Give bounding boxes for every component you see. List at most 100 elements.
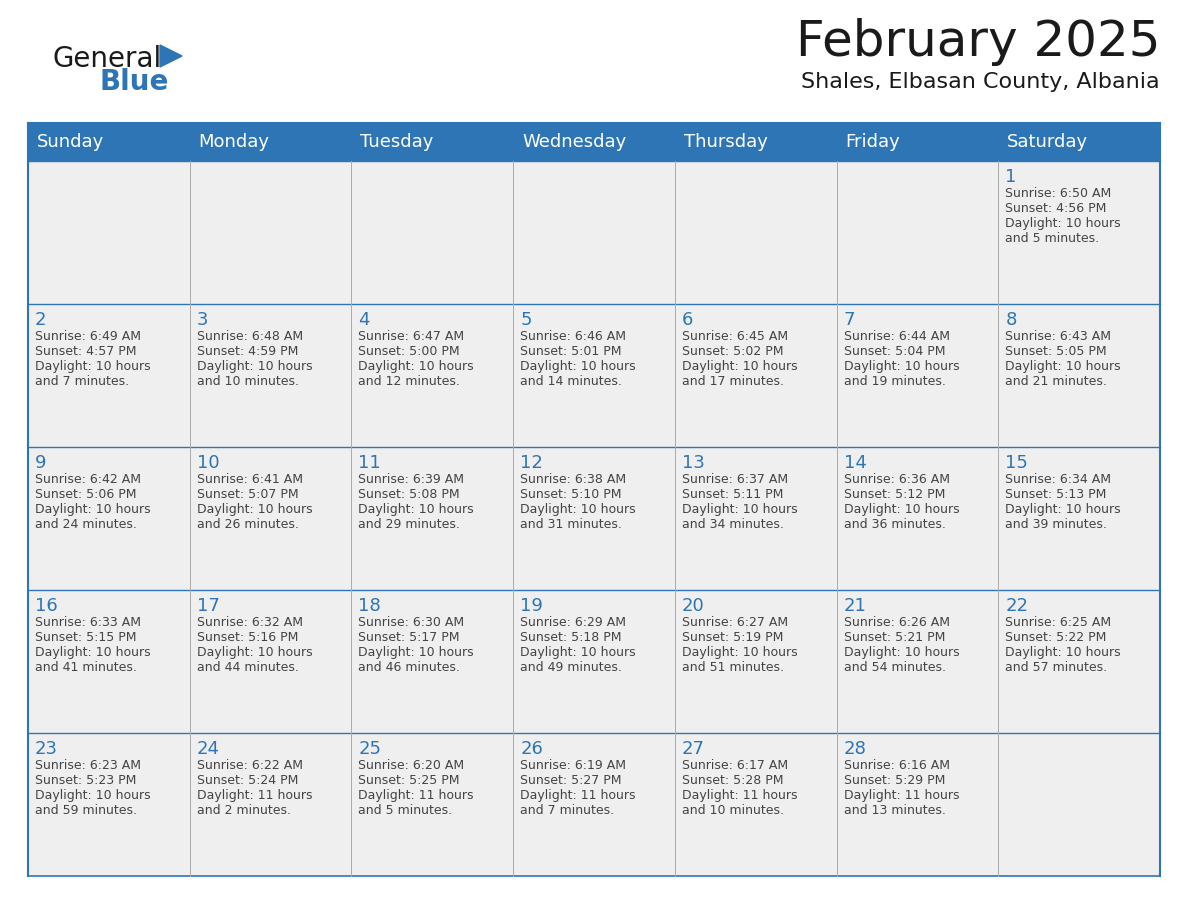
Bar [513,447,675,590]
Bar [675,733,836,876]
Text: Sunrise: 6:41 AM: Sunrise: 6:41 AM [197,473,303,486]
Text: Sunset: 5:07 PM: Sunset: 5:07 PM [197,488,298,501]
Text: Sunset: 5:19 PM: Sunset: 5:19 PM [682,631,783,644]
Text: 20: 20 [682,597,704,615]
Text: Sunset: 5:04 PM: Sunset: 5:04 PM [843,345,946,358]
Bar [29,733,190,876]
Text: and 49 minutes.: and 49 minutes. [520,661,623,674]
Text: and 2 minutes.: and 2 minutes. [197,804,291,817]
Text: and 7 minutes.: and 7 minutes. [34,375,129,388]
Text: Sunrise: 6:30 AM: Sunrise: 6:30 AM [359,616,465,629]
Text: Sunset: 5:21 PM: Sunset: 5:21 PM [843,631,944,644]
Text: Sunrise: 6:17 AM: Sunrise: 6:17 AM [682,759,788,772]
Text: 12: 12 [520,454,543,472]
Text: Sunset: 4:59 PM: Sunset: 4:59 PM [197,345,298,358]
Text: Shales, Elbasan County, Albania: Shales, Elbasan County, Albania [802,72,1159,92]
Bar [998,304,1159,447]
Text: and 5 minutes.: and 5 minutes. [1005,232,1099,245]
Bar [352,161,513,304]
Bar [29,123,1159,161]
Bar [513,161,675,304]
Text: Sunset: 5:27 PM: Sunset: 5:27 PM [520,774,621,787]
Text: and 26 minutes.: and 26 minutes. [197,518,298,531]
Text: Daylight: 10 hours: Daylight: 10 hours [34,646,151,659]
Text: Daylight: 10 hours: Daylight: 10 hours [1005,360,1121,373]
Bar [190,590,352,733]
Bar [190,447,352,590]
Text: 1: 1 [1005,168,1017,186]
Text: Daylight: 10 hours: Daylight: 10 hours [1005,503,1121,516]
Text: Sunset: 5:01 PM: Sunset: 5:01 PM [520,345,621,358]
Text: Sunset: 5:12 PM: Sunset: 5:12 PM [843,488,944,501]
Bar [675,590,836,733]
Text: Sunset: 5:08 PM: Sunset: 5:08 PM [359,488,460,501]
Text: Sunrise: 6:23 AM: Sunrise: 6:23 AM [34,759,141,772]
Bar [29,161,190,304]
Text: Sunrise: 6:20 AM: Sunrise: 6:20 AM [359,759,465,772]
Text: Daylight: 11 hours: Daylight: 11 hours [682,789,797,802]
Text: and 5 minutes.: and 5 minutes. [359,804,453,817]
Text: and 21 minutes.: and 21 minutes. [1005,375,1107,388]
Text: Wednesday: Wednesday [523,133,626,151]
Bar [998,733,1159,876]
Text: Daylight: 11 hours: Daylight: 11 hours [520,789,636,802]
Text: Sunrise: 6:19 AM: Sunrise: 6:19 AM [520,759,626,772]
Text: Sunset: 5:10 PM: Sunset: 5:10 PM [520,488,621,501]
Text: 3: 3 [197,311,208,329]
Text: Daylight: 10 hours: Daylight: 10 hours [843,646,959,659]
Text: Sunset: 5:13 PM: Sunset: 5:13 PM [1005,488,1107,501]
Text: 11: 11 [359,454,381,472]
Text: and 19 minutes.: and 19 minutes. [843,375,946,388]
Bar [352,304,513,447]
Text: Daylight: 10 hours: Daylight: 10 hours [1005,217,1121,230]
Bar [675,447,836,590]
Text: and 59 minutes.: and 59 minutes. [34,804,137,817]
Text: Daylight: 10 hours: Daylight: 10 hours [34,360,151,373]
Text: Sunrise: 6:33 AM: Sunrise: 6:33 AM [34,616,141,629]
Bar [190,733,352,876]
Text: Daylight: 10 hours: Daylight: 10 hours [359,503,474,516]
Text: 13: 13 [682,454,704,472]
Text: and 29 minutes.: and 29 minutes. [359,518,460,531]
Text: Daylight: 10 hours: Daylight: 10 hours [34,789,151,802]
Bar [190,161,352,304]
Bar [675,304,836,447]
Text: Sunrise: 6:43 AM: Sunrise: 6:43 AM [1005,330,1111,343]
Text: Daylight: 10 hours: Daylight: 10 hours [1005,646,1121,659]
Text: Sunrise: 6:22 AM: Sunrise: 6:22 AM [197,759,303,772]
Text: 26: 26 [520,740,543,758]
Text: Sunset: 5:00 PM: Sunset: 5:00 PM [359,345,460,358]
Text: Sunset: 5:05 PM: Sunset: 5:05 PM [1005,345,1107,358]
Text: Sunrise: 6:46 AM: Sunrise: 6:46 AM [520,330,626,343]
Text: Daylight: 10 hours: Daylight: 10 hours [843,360,959,373]
Text: Daylight: 10 hours: Daylight: 10 hours [682,360,797,373]
Text: Daylight: 10 hours: Daylight: 10 hours [520,646,636,659]
Bar [29,590,190,733]
Text: Sunrise: 6:47 AM: Sunrise: 6:47 AM [359,330,465,343]
Text: Daylight: 10 hours: Daylight: 10 hours [359,646,474,659]
Text: Daylight: 10 hours: Daylight: 10 hours [520,503,636,516]
Bar [29,447,190,590]
Text: and 57 minutes.: and 57 minutes. [1005,661,1107,674]
Bar [836,304,998,447]
Bar [513,590,675,733]
Text: Sunset: 5:18 PM: Sunset: 5:18 PM [520,631,621,644]
Text: and 51 minutes.: and 51 minutes. [682,661,784,674]
Bar [836,161,998,304]
Text: Daylight: 10 hours: Daylight: 10 hours [682,503,797,516]
Text: 4: 4 [359,311,369,329]
Text: 5: 5 [520,311,532,329]
Bar [836,590,998,733]
Text: Sunrise: 6:37 AM: Sunrise: 6:37 AM [682,473,788,486]
Bar [998,161,1159,304]
Polygon shape [160,45,182,67]
Text: Sunrise: 6:44 AM: Sunrise: 6:44 AM [843,330,949,343]
Text: and 12 minutes.: and 12 minutes. [359,375,460,388]
Text: 16: 16 [34,597,58,615]
Text: 22: 22 [1005,597,1029,615]
Bar [675,161,836,304]
Text: Sunset: 5:23 PM: Sunset: 5:23 PM [34,774,137,787]
Text: and 54 minutes.: and 54 minutes. [843,661,946,674]
Text: 6: 6 [682,311,694,329]
Bar [513,733,675,876]
